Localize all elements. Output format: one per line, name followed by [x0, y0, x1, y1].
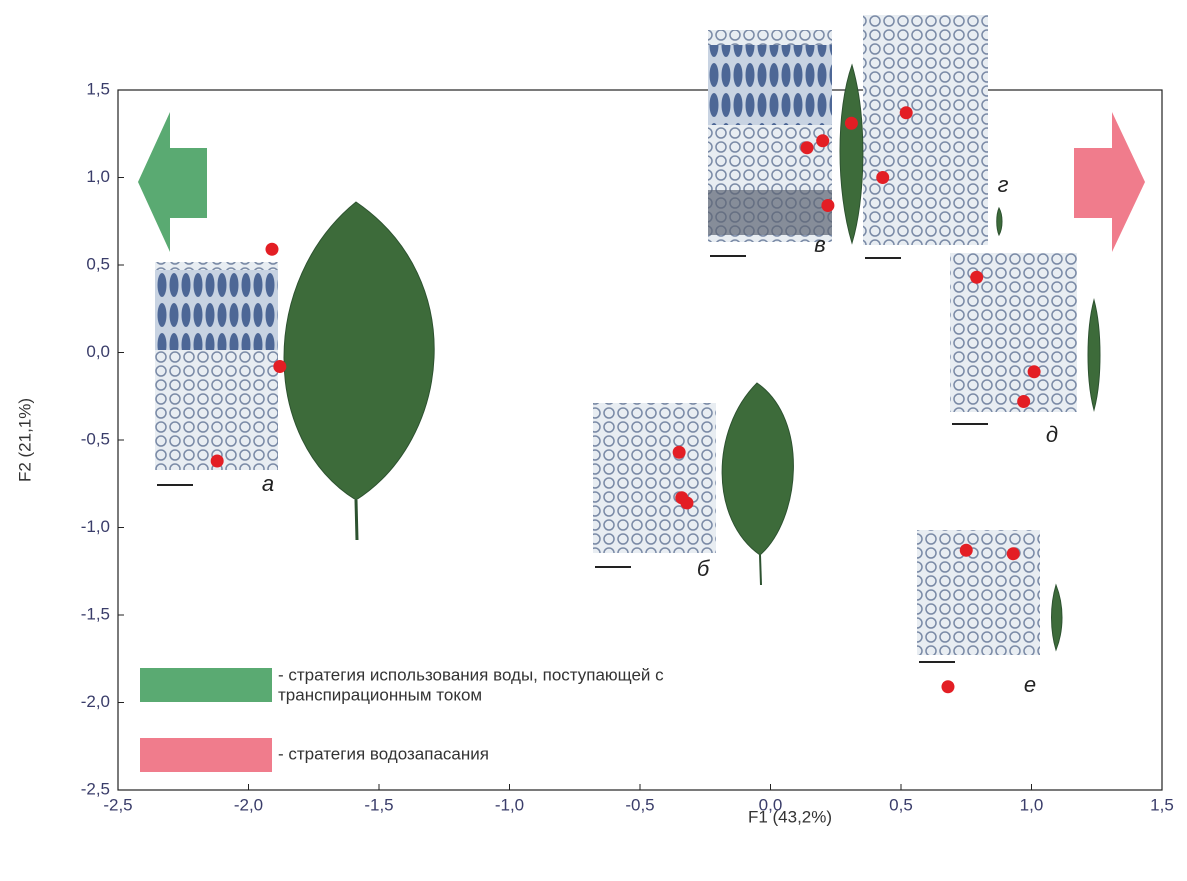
panel-label: е [1024, 672, 1036, 697]
legend-swatch [140, 668, 272, 702]
point [821, 199, 834, 212]
x-tick-label: 1,5 [1150, 795, 1174, 814]
legend-label: - стратегия использования воды, поступаю… [278, 665, 664, 684]
point [673, 446, 686, 459]
panel-label: в [814, 232, 825, 257]
micrograph [863, 15, 988, 245]
y-tick-label: 0,0 [86, 342, 110, 361]
point [680, 497, 693, 510]
micrograph [950, 253, 1077, 412]
x-tick-label: 1,0 [1020, 795, 1044, 814]
y-tick-label: 1,0 [86, 167, 110, 186]
point [801, 141, 814, 154]
y-tick-label: -1,0 [81, 517, 110, 536]
micrograph [155, 270, 278, 350]
micrograph [593, 403, 716, 553]
arrow-left [138, 112, 207, 252]
point [816, 134, 829, 147]
point [960, 544, 973, 557]
point [900, 106, 913, 119]
y-tick-label: -1,5 [81, 604, 110, 623]
point [211, 455, 224, 468]
point [970, 271, 983, 284]
y-tick-label: -2,0 [81, 692, 110, 711]
point [845, 117, 858, 130]
legend-label: транспирационным током [278, 685, 482, 704]
point [1028, 365, 1041, 378]
panel-label: д [1046, 422, 1058, 447]
point [941, 680, 954, 693]
legend-label: - стратегия водозапасания [278, 744, 489, 763]
x-tick-label: -1,0 [495, 795, 524, 814]
x-tick-label: 0,0 [759, 795, 783, 814]
y-tick-label: 0,5 [86, 254, 110, 273]
y-tick-label: 1,5 [86, 79, 110, 98]
panel-label: г [998, 172, 1009, 197]
scale-bars [157, 256, 988, 662]
point [265, 243, 278, 256]
point [1007, 547, 1020, 560]
micrograph [917, 530, 1040, 655]
point [1017, 395, 1030, 408]
y-axis-label: F2 (21,1%) [15, 398, 34, 482]
point [273, 360, 286, 373]
micrograph [708, 45, 832, 125]
x-tick-label: 0,5 [889, 795, 913, 814]
x-tick-label: -2,0 [234, 795, 263, 814]
legend-swatch [140, 738, 272, 772]
panel-label: а [262, 471, 274, 496]
x-tick-label: -1,5 [364, 795, 393, 814]
micrograph [708, 190, 832, 235]
chart: F1 (43,2%) F2 (21,1%) -2,5-2,0-1,5-1,0-0… [0, 0, 1187, 876]
panel-label: б [697, 556, 711, 581]
x-tick-label: -0,5 [625, 795, 654, 814]
point [876, 171, 889, 184]
y-tick-label: -2,5 [81, 779, 110, 798]
y-tick-label: -0,5 [81, 429, 110, 448]
arrow-right [1074, 112, 1145, 252]
